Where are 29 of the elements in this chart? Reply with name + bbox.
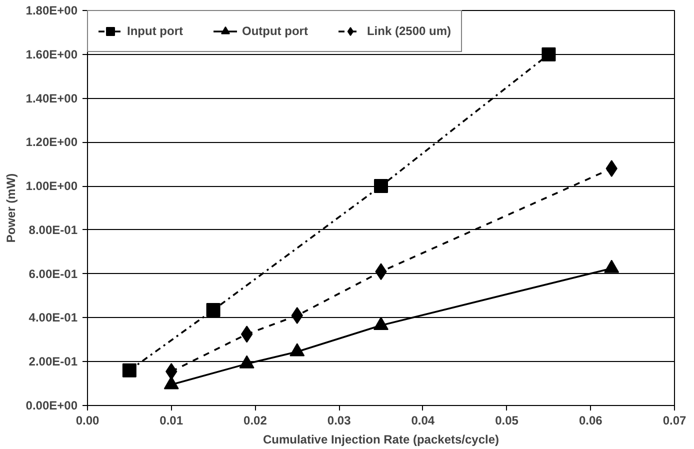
y-tick-label: 1.20E+00 [26, 135, 78, 150]
legend-label: Link (2500 um) [366, 24, 451, 38]
y-tick-label: 0.00E+00 [26, 398, 78, 412]
y-tick-label: 1.60E+00 [26, 47, 78, 62]
x-tick-label: 0.02 [244, 414, 268, 428]
x-tick-label: 0.01 [160, 414, 184, 428]
x-tick-label: 0.05 [495, 414, 519, 428]
x-tick-label: 0.04 [411, 414, 435, 428]
y-tick-label: 1.40E+00 [26, 91, 78, 106]
point [240, 326, 253, 343]
legend-label: Output port [242, 24, 308, 38]
point [606, 160, 618, 177]
y-tick-label: 1.80E+00 [26, 4, 78, 18]
point [206, 303, 220, 318]
point [374, 179, 388, 194]
y-tick-label: 8.00E-01 [28, 222, 78, 237]
y-tick-label: 1.00E+00 [26, 179, 78, 194]
point [122, 363, 136, 378]
x-axis-title: Cumulative Injection Rate (packets/cycle) [262, 432, 500, 446]
x-tick-label: 0.06 [578, 414, 603, 428]
x-tick-label: 0.03 [327, 414, 352, 428]
x-tick-label: 0.00 [76, 414, 100, 428]
y-tick-label: 4.00E-01 [28, 310, 78, 325]
point [542, 47, 556, 62]
y-tick-label: 2.00E-01 [28, 354, 78, 369]
x-tick-label: 0.07 [662, 414, 687, 428]
y-axis-title: Power (mW) [4, 173, 18, 243]
legend-label: Input port [127, 24, 183, 38]
y-tick-label: 6.00E-01 [28, 266, 78, 281]
